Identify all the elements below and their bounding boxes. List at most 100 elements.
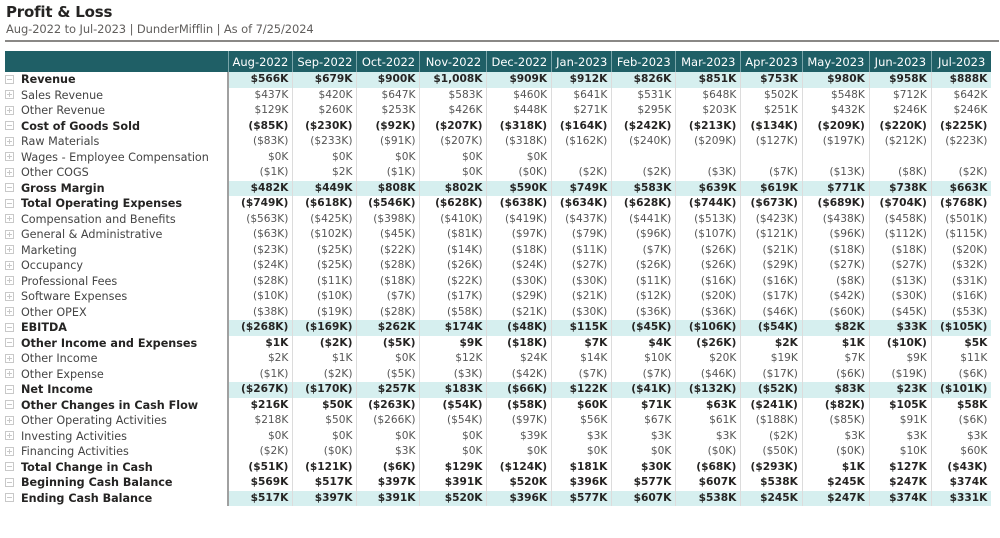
column-header-jul-2023[interactable]: Jul-2023 [930, 51, 992, 72]
value-cell: ($92K) [356, 118, 420, 134]
expand-icon[interactable] [5, 369, 14, 378]
value-cell: ($458K) [868, 211, 932, 227]
value-cell: ($50K) [740, 444, 803, 460]
row-header: Other Income [5, 351, 228, 367]
column-header-apr-2023[interactable]: Apr-2023 [740, 51, 803, 72]
expand-icon[interactable] [5, 152, 14, 161]
value-cell: ($188K) [740, 413, 803, 429]
value-cell: $0K [356, 351, 420, 367]
row-header: EBITDA [5, 320, 228, 336]
value-cell: $67K [611, 413, 676, 429]
value-cell: ($501K) [930, 211, 992, 227]
expand-icon[interactable] [5, 291, 14, 301]
value-cell: ($1K) [227, 165, 293, 181]
value-cell: $826K [611, 72, 676, 88]
value-cell: ($318K) [486, 134, 552, 150]
expand-icon[interactable] [5, 446, 14, 456]
expand-icon[interactable] [5, 90, 14, 99]
collapse-icon[interactable] [5, 74, 14, 84]
row-header: Investing Activities [5, 429, 228, 445]
value-cell: $0K [292, 428, 357, 444]
value-cell: ($16K) [740, 273, 803, 289]
value-cell: ($212K) [868, 134, 932, 150]
expand-icon[interactable] [5, 307, 14, 316]
column-header-sep-2022[interactable]: Sep-2022 [292, 51, 357, 72]
value-cell: ($7K) [611, 366, 676, 382]
collapse-icon[interactable] [5, 198, 14, 208]
value-cell: ($28K) [356, 258, 420, 274]
column-header-may-2023[interactable]: May-2023 [801, 51, 870, 72]
value-cell: $448K [486, 103, 552, 119]
value-cell: $2K [740, 335, 803, 351]
value-cell: $61K [675, 413, 741, 429]
column-header-jun-2023[interactable]: Jun-2023 [868, 51, 932, 72]
collapse-icon[interactable] [5, 384, 14, 394]
expand-icon[interactable] [5, 353, 14, 363]
value-cell: $83K [801, 382, 870, 398]
collapse-icon[interactable] [5, 493, 14, 502]
value-cell: $246K [868, 103, 932, 119]
report-subtitle: Aug-2022 to Jul-2023 | DunderMifflin | A… [6, 22, 314, 36]
column-header-mar-2023[interactable]: Mar-2023 [675, 51, 741, 72]
expand-icon[interactable] [5, 415, 14, 425]
collapse-icon[interactable] [5, 477, 14, 487]
collapse-icon[interactable] [5, 462, 14, 471]
expand-icon[interactable] [5, 214, 14, 223]
value-cell: $331K [930, 490, 992, 506]
value-cell: ($8K) [801, 273, 870, 289]
value-cell: $260K [292, 103, 357, 119]
expand-icon[interactable] [5, 245, 14, 254]
value-cell: ($618K) [292, 196, 357, 212]
column-header-jan-2023[interactable]: Jan-2023 [551, 51, 612, 72]
value-cell: $0K [486, 444, 552, 460]
value-cell: $183K [419, 382, 487, 398]
value-cell: $912K [551, 72, 612, 88]
collapse-icon[interactable] [5, 322, 14, 332]
value-cell: $58K [930, 397, 992, 413]
value-cell: $1,008K [419, 72, 487, 88]
value-cell: $426K [419, 103, 487, 119]
value-cell: $538K [740, 475, 803, 491]
expand-icon[interactable] [5, 431, 14, 440]
column-header-nov-2022[interactable]: Nov-2022 [419, 51, 487, 72]
value-cell: $50K [292, 397, 357, 413]
value-cell: $397K [292, 490, 357, 506]
value-cell: $802K [419, 180, 487, 196]
value-cell: ($441K) [611, 211, 676, 227]
expand-icon[interactable] [5, 260, 14, 270]
row-label: Occupancy [21, 259, 84, 272]
column-header-aug-2022[interactable]: Aug-2022 [227, 51, 293, 72]
collapse-icon[interactable] [5, 338, 14, 347]
collapse-icon[interactable] [5, 400, 14, 409]
value-cell: $245K [801, 475, 870, 491]
value-cell: ($97K) [486, 227, 552, 243]
value-cell: $517K [227, 490, 293, 506]
value-cell: ($23K) [227, 242, 293, 258]
expand-icon[interactable] [5, 276, 14, 285]
value-cell: $262K [356, 320, 420, 336]
collapse-icon[interactable] [5, 183, 14, 192]
value-cell: ($2K) [551, 165, 612, 181]
expand-icon[interactable] [5, 167, 14, 177]
value-cell: ($749K) [227, 196, 293, 212]
column-header-feb-2023[interactable]: Feb-2023 [611, 51, 676, 72]
value-cell: $105K [868, 397, 932, 413]
value-cell: $679K [292, 72, 357, 88]
table-row-group: Beginning Cash Balance $569K $517K $397K $39… [5, 475, 992, 491]
value-cell: ($6K) [930, 366, 992, 382]
value-cell: ($32K) [930, 258, 992, 274]
value-cell: $520K [419, 490, 487, 506]
expand-icon[interactable] [5, 229, 14, 239]
value-cell: $9K [868, 351, 932, 367]
value-cell [801, 149, 870, 165]
value-cell: ($10K) [227, 289, 293, 305]
column-header-dec-2022[interactable]: Dec-2022 [486, 51, 552, 72]
column-header-oct-2022[interactable]: Oct-2022 [356, 51, 420, 72]
row-label: Investing Activities [21, 429, 128, 443]
row-label: Compensation and Benefits [21, 212, 176, 226]
table-row: Marketing ($23K) ($25K) ($22K) ($14K) ($18K)(… [5, 242, 992, 258]
expand-icon[interactable] [5, 105, 14, 115]
column-header-row: Aug-2022 Sep-2022 Oct-2022 Nov-2022 Dec-2022… [5, 51, 992, 72]
expand-icon[interactable] [5, 136, 14, 146]
collapse-icon[interactable] [5, 121, 14, 130]
